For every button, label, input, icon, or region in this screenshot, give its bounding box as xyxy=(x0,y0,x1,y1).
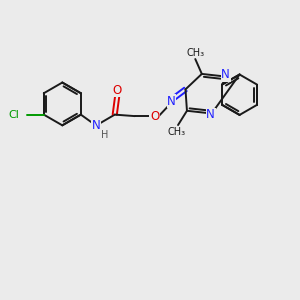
Text: Cl: Cl xyxy=(8,110,19,120)
Text: N: N xyxy=(92,119,101,132)
Text: N: N xyxy=(167,95,176,108)
Text: CH₃: CH₃ xyxy=(186,47,204,58)
Text: CH₃: CH₃ xyxy=(167,127,186,136)
Text: O: O xyxy=(150,110,159,123)
Text: H: H xyxy=(101,130,108,140)
Text: N: N xyxy=(221,68,230,81)
Text: N: N xyxy=(206,108,215,121)
Text: O: O xyxy=(112,84,122,97)
